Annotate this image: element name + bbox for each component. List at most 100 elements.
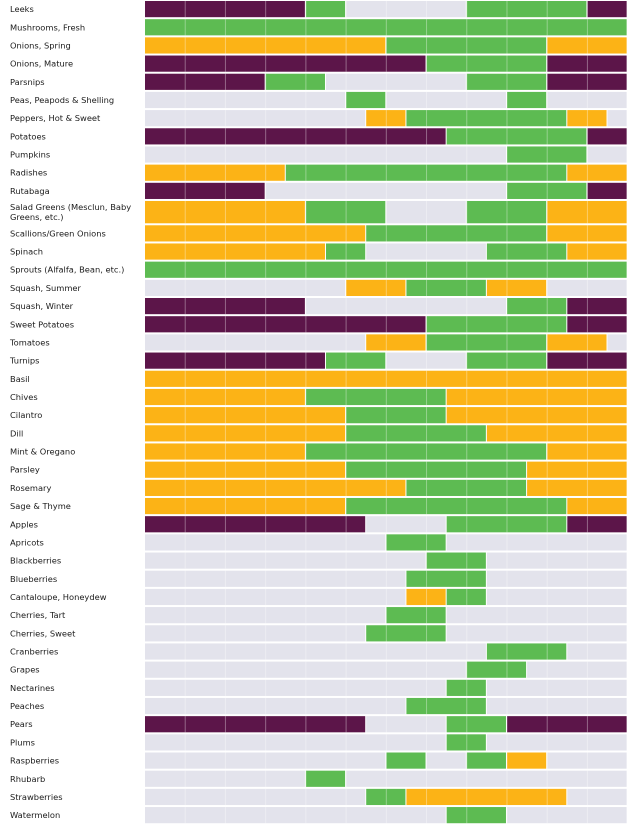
row-label-bg (0, 770, 144, 787)
row-label: Sage & Thyme (10, 501, 71, 511)
cell-divider (184, 200, 186, 224)
row-label-line: Watermelon (10, 810, 60, 820)
cell-divider (506, 552, 508, 569)
cell-divider (345, 588, 347, 606)
cell-divider (546, 661, 548, 678)
cell-divider (466, 352, 468, 369)
cell-divider (345, 182, 347, 199)
cell-divider (345, 55, 347, 72)
cell-local (305, 200, 386, 224)
cell-local (426, 552, 486, 569)
cell-divider (265, 770, 267, 787)
cell-storage (145, 298, 305, 315)
cell-divider (546, 625, 548, 642)
cell-divider (426, 788, 428, 806)
cell-local (305, 388, 446, 406)
row-label: Chives (10, 392, 38, 402)
row-label-bg (0, 316, 144, 333)
cell-storage (567, 516, 627, 533)
cell-divider (506, 370, 508, 387)
cell-divider (184, 734, 186, 751)
cell-divider (385, 788, 387, 806)
cell-local (426, 334, 547, 351)
row-label-bg (0, 661, 144, 678)
row-label-line: Rosemary (10, 483, 51, 493)
cell-divider (224, 716, 226, 733)
cell-divider (385, 607, 387, 624)
cell-divider (546, 164, 548, 181)
cell-divider (385, 570, 387, 587)
cell-indoor (506, 752, 547, 769)
cell-none (145, 534, 386, 551)
cell-divider (506, 91, 508, 109)
cell-divider (265, 697, 267, 715)
cell-indoor (145, 164, 285, 181)
row-label-bg (0, 388, 144, 406)
cell-divider (184, 534, 186, 551)
cell-divider (506, 146, 508, 163)
cell-divider (224, 443, 226, 460)
cell-divider (184, 243, 186, 260)
cell-divider (184, 182, 186, 199)
cell-storage (547, 55, 627, 72)
cell-divider (426, 225, 428, 242)
row-label-bg (0, 716, 144, 733)
row-label-bg (0, 625, 144, 642)
cell-divider (506, 55, 508, 72)
row-label-line: Peaches (10, 701, 44, 711)
cell-none (145, 588, 406, 606)
row-label-line: Squash, Winter (10, 301, 74, 311)
cell-divider (345, 497, 347, 515)
cell-divider (385, 279, 387, 296)
row-label-bg (0, 261, 144, 278)
row-label: Watermelon (10, 810, 60, 820)
cell-local (386, 752, 426, 769)
cell-divider (506, 643, 508, 660)
cell-divider (224, 788, 226, 806)
cell-divider (426, 497, 428, 515)
cell-divider (184, 461, 186, 478)
cell-indoor (145, 443, 305, 460)
cell-divider (224, 425, 226, 442)
cell-divider (265, 128, 267, 145)
cell-divider (546, 570, 548, 587)
cell-divider (506, 625, 508, 642)
cell-divider (224, 352, 226, 369)
cell-divider (305, 534, 307, 551)
cell-divider (506, 316, 508, 333)
cell-divider (184, 716, 186, 733)
cell-divider (305, 588, 307, 606)
cell-divider (224, 752, 226, 769)
row-label: Grapes (10, 665, 40, 675)
cell-divider (224, 370, 226, 387)
cell-divider (184, 261, 186, 278)
cell-divider (546, 110, 548, 127)
row-label-bg (0, 534, 144, 551)
cell-divider (546, 146, 548, 163)
cell-none (145, 752, 386, 769)
cell-none (145, 146, 506, 163)
cell-divider (224, 200, 226, 224)
cell-divider (224, 164, 226, 181)
cell-divider (466, 407, 468, 424)
row-label: Parsley (10, 465, 40, 475)
cell-divider (385, 443, 387, 460)
cell-divider (506, 807, 508, 824)
cell-divider (385, 734, 387, 751)
cell-local (506, 298, 567, 315)
row-label-bg (0, 110, 144, 127)
cell-local (466, 661, 527, 678)
cell-divider (466, 19, 468, 36)
cell-divider (184, 298, 186, 315)
cell-divider (506, 73, 508, 90)
cell-storage (587, 1, 627, 18)
row-label-bg (0, 182, 144, 199)
cell-local (325, 243, 366, 260)
cell-divider (426, 443, 428, 460)
cell-divider (426, 770, 428, 787)
row-label-line: Cherries, Sweet (10, 628, 76, 638)
cell-divider (184, 19, 186, 36)
row-label-line: Grapes (10, 665, 40, 675)
cell-divider (305, 73, 307, 90)
cell-indoor (145, 461, 346, 478)
